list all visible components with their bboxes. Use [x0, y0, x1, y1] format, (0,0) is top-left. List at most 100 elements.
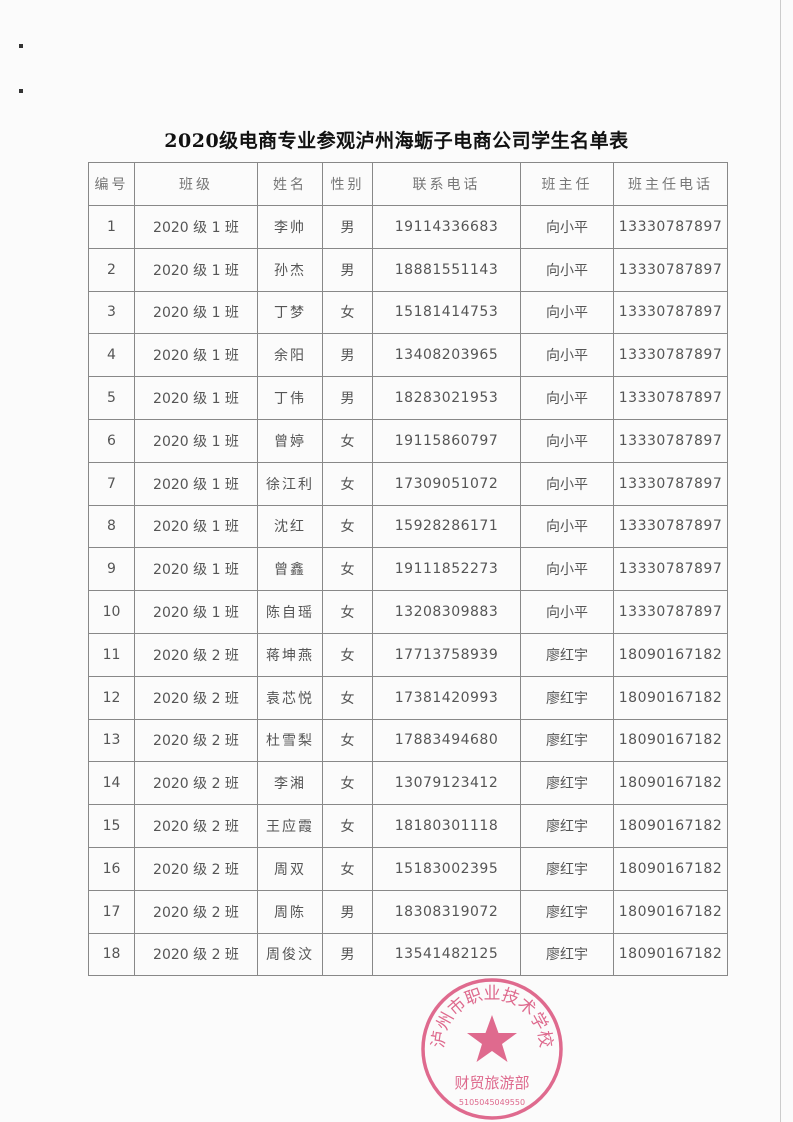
col-phone-cell: 13408203965 — [372, 333, 521, 378]
document-title: 2020级电商专业参观泸州海蛎子电商公司学生名单表 — [164, 130, 629, 152]
col-phone-cell: 15183002395 — [372, 846, 521, 891]
col-teacher-phone-cell: 13330787897 — [613, 418, 728, 463]
table-row: 7 2020 级 1 班徐江利女 17309051072 向小平 13330787897 — [88, 461, 728, 506]
scan-mark — [19, 44, 23, 48]
col-number-header: 编号 — [88, 162, 135, 206]
col-gender-cell: 男 — [322, 247, 373, 292]
seal-top-text: 泸州市职业技术学校 — [428, 984, 555, 1049]
col-name-cell: 丁梦 — [257, 290, 323, 335]
col-class-cell: 2020 级 1 班 — [134, 461, 258, 506]
table-row: 18 2020 级 2 班周俊汶男 13541482125 廖红宇 1809016718… — [88, 932, 728, 977]
table-row: 13 2020 级 2 班杜雪梨女 17883494680 廖红宇 1809016718… — [88, 718, 728, 763]
col-name-cell: 丁伟 — [257, 376, 323, 420]
col-phone-header: 联系电话 — [372, 162, 521, 206]
col-number-cell: 8 — [88, 504, 135, 549]
col-phone-cell: 19115860797 — [372, 418, 521, 463]
col-gender-cell: 女 — [322, 418, 373, 463]
col-number-cell: 1 — [88, 205, 135, 249]
col-teacher-phone-cell: 13330787897 — [613, 547, 728, 592]
table-row: 4 2020 级 1 班余阳男 13408203965 向小平 13330787897 — [88, 333, 728, 378]
col-number-cell: 17 — [88, 889, 135, 934]
col-number-cell: 7 — [88, 461, 135, 506]
page-edge — [780, 0, 781, 1122]
table-header-row: 编号 班级 姓名 性别 联系电话 班主任 班主任电话 — [88, 162, 728, 206]
col-class-cell: 2020 级 1 班 — [134, 290, 258, 335]
col-phone-cell: 17381420993 — [372, 675, 521, 720]
col-number-cell: 5 — [88, 376, 135, 420]
col-phone-cell: 17309051072 — [372, 461, 521, 506]
col-class-cell: 2020 级 2 班 — [134, 761, 258, 806]
col-teacher-phone-header: 班主任电话 — [613, 162, 728, 206]
col-phone-cell: 17713758939 — [372, 632, 521, 677]
seal-bottom-text: 财贸旅游部 — [454, 1074, 529, 1092]
table-row: 3 2020 级 1 班丁梦女 15181414753 向小平 13330787897 — [88, 290, 728, 335]
table-row: 12 2020 级 2 班袁芯悦女 17381420993 廖红宇 1809016718… — [88, 675, 728, 720]
col-number-cell: 13 — [88, 718, 135, 763]
table-row: 10 2020 级 1 班陈自瑶女 13208309883 向小平 1333078789… — [88, 590, 728, 634]
col-class-cell: 2020 级 1 班 — [134, 590, 258, 634]
col-teacher-phone-cell: 18090167182 — [613, 632, 728, 677]
col-gender-cell: 女 — [322, 804, 373, 848]
col-teacher-phone-cell: 13330787897 — [613, 590, 728, 634]
col-teacher-phone-cell: 18090167182 — [613, 675, 728, 720]
col-number-cell: 11 — [88, 632, 135, 677]
col-phone-cell: 13079123412 — [372, 761, 521, 806]
col-class-cell: 2020 级 1 班 — [134, 504, 258, 549]
col-teacher-phone-cell: 18090167182 — [613, 761, 728, 806]
col-teacher-cell: 向小平 — [520, 418, 614, 463]
col-gender-header: 性别 — [322, 162, 373, 206]
seal-ring — [421, 978, 563, 1120]
col-teacher-cell: 廖红宇 — [520, 718, 614, 763]
col-gender-cell: 女 — [322, 504, 373, 549]
col-teacher-cell: 廖红宇 — [520, 761, 614, 806]
col-teacher-cell: 向小平 — [520, 504, 614, 549]
col-phone-cell: 13541482125 — [372, 932, 521, 977]
col-gender-cell: 男 — [322, 889, 373, 934]
col-phone-cell: 19111852273 — [372, 547, 521, 592]
col-teacher-phone-cell: 13330787897 — [613, 290, 728, 335]
col-class-cell: 2020 级 1 班 — [134, 376, 258, 420]
col-class-cell: 2020 级 2 班 — [134, 932, 258, 977]
col-name-cell: 周陈 — [257, 889, 323, 934]
col-phone-cell: 13208309883 — [372, 590, 521, 634]
col-teacher-cell: 向小平 — [520, 290, 614, 335]
col-teacher-cell: 向小平 — [520, 333, 614, 378]
col-gender-cell: 女 — [322, 461, 373, 506]
table-row: 8 2020 级 1 班沈红女 15928286171 向小平 13330787897 — [88, 504, 728, 549]
table-row: 17 2020 级 2 班周陈男 18308319072 廖红宇 18090167182 — [88, 889, 728, 934]
seal-top-text-path: 泸州市职业技术学校 — [428, 984, 555, 1049]
table-row: 16 2020 级 2 班周双女 15183002395 廖红宇 18090167182 — [88, 846, 728, 891]
col-name-cell: 徐江利 — [257, 461, 323, 506]
table-row: 5 2020 级 1 班丁伟男 18283021953 向小平 13330787897 — [88, 376, 728, 420]
col-class-cell: 2020 级 2 班 — [134, 889, 258, 934]
col-name-cell: 蒋坤燕 — [257, 632, 323, 677]
col-class-cell: 2020 级 1 班 — [134, 333, 258, 378]
col-number-cell: 18 — [88, 932, 135, 977]
col-name-cell: 曾鑫 — [257, 547, 323, 592]
col-teacher-cell: 向小平 — [520, 376, 614, 420]
col-class-cell: 2020 级 2 班 — [134, 718, 258, 763]
col-gender-cell: 女 — [322, 632, 373, 677]
col-phone-cell: 18180301118 — [372, 804, 521, 848]
col-teacher-cell: 廖红宇 — [520, 632, 614, 677]
col-name-cell: 沈红 — [257, 504, 323, 549]
col-number-cell: 6 — [88, 418, 135, 463]
col-phone-cell: 19114336683 — [372, 205, 521, 249]
col-teacher-phone-cell: 18090167182 — [613, 804, 728, 848]
col-teacher-cell: 廖红宇 — [520, 846, 614, 891]
col-gender-cell: 男 — [322, 205, 373, 249]
col-class-cell: 2020 级 2 班 — [134, 804, 258, 848]
col-number-cell: 4 — [88, 333, 135, 378]
col-gender-cell: 女 — [322, 846, 373, 891]
col-teacher-phone-cell: 18090167182 — [613, 932, 728, 977]
col-class-cell: 2020 级 2 班 — [134, 675, 258, 720]
col-class-cell: 2020 级 1 班 — [134, 418, 258, 463]
col-gender-cell: 女 — [322, 290, 373, 335]
col-number-cell: 12 — [88, 675, 135, 720]
col-teacher-cell: 向小平 — [520, 461, 614, 506]
col-name-cell: 袁芯悦 — [257, 675, 323, 720]
col-teacher-cell: 向小平 — [520, 547, 614, 592]
col-teacher-cell: 向小平 — [520, 590, 614, 634]
col-name-cell: 周俊汶 — [257, 932, 323, 977]
col-teacher-cell: 廖红宇 — [520, 675, 614, 720]
